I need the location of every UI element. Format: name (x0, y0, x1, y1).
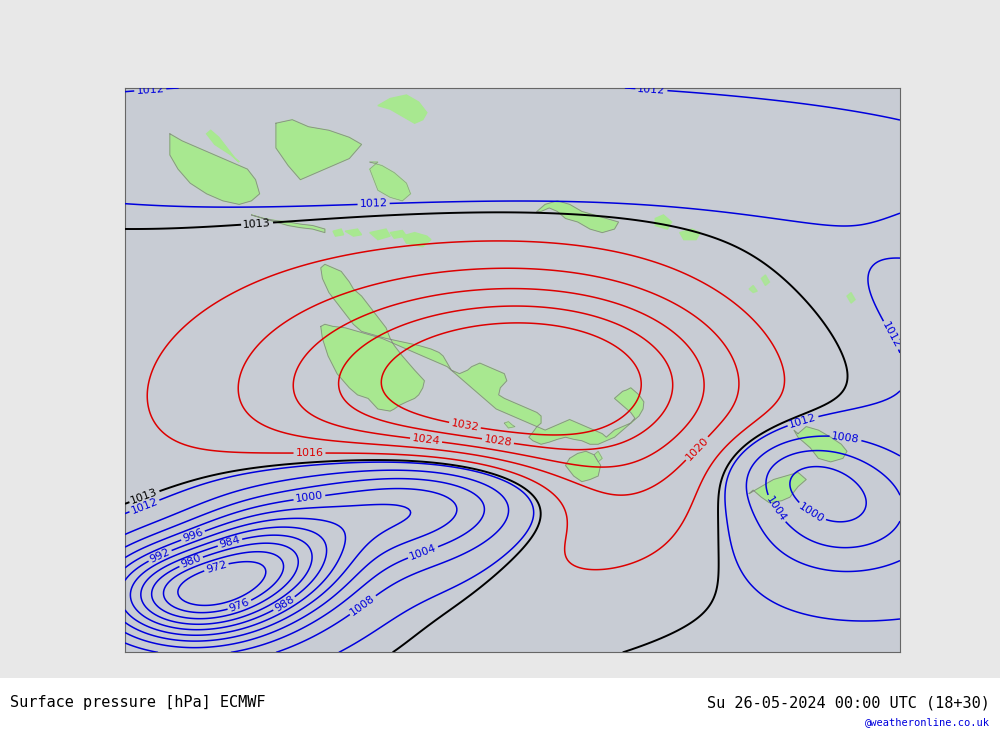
Polygon shape (207, 130, 239, 162)
Text: 1032: 1032 (450, 418, 480, 432)
Text: 1012: 1012 (136, 84, 165, 96)
Text: 1012: 1012 (788, 412, 818, 430)
Polygon shape (333, 229, 344, 236)
Text: Su 26-05-2024 00:00 UTC (18+30): Su 26-05-2024 00:00 UTC (18+30) (707, 696, 990, 710)
Polygon shape (345, 229, 362, 236)
Polygon shape (170, 134, 260, 205)
Polygon shape (655, 215, 672, 229)
Polygon shape (847, 292, 855, 303)
Polygon shape (749, 285, 757, 292)
Text: 1013: 1013 (243, 218, 271, 229)
Polygon shape (680, 229, 700, 240)
Text: 1004: 1004 (764, 495, 788, 523)
Polygon shape (321, 265, 644, 444)
Text: Surface pressure [hPa] ECMWF: Surface pressure [hPa] ECMWF (10, 696, 266, 710)
Text: 972: 972 (205, 559, 228, 575)
Polygon shape (251, 215, 325, 232)
Text: 976: 976 (228, 597, 251, 614)
Text: 992: 992 (148, 547, 172, 564)
Text: 1012: 1012 (637, 84, 666, 95)
Polygon shape (276, 119, 362, 180)
Polygon shape (566, 452, 601, 482)
Text: 1020: 1020 (684, 435, 710, 462)
Text: 1012: 1012 (359, 199, 388, 210)
Text: 1008: 1008 (349, 593, 377, 617)
Text: 1013: 1013 (130, 487, 159, 506)
Polygon shape (378, 95, 427, 123)
Polygon shape (761, 275, 769, 285)
Text: 1016: 1016 (296, 448, 324, 458)
Text: 1000: 1000 (797, 501, 826, 524)
Polygon shape (402, 232, 431, 247)
Text: 1024: 1024 (411, 433, 441, 447)
Polygon shape (370, 229, 390, 240)
Polygon shape (594, 452, 602, 462)
Text: 996: 996 (181, 527, 205, 544)
Polygon shape (794, 427, 847, 462)
Text: 1004: 1004 (408, 542, 438, 562)
Text: 1008: 1008 (831, 430, 860, 444)
Text: 1012: 1012 (880, 320, 902, 350)
Polygon shape (504, 421, 515, 428)
Text: 1012: 1012 (130, 496, 159, 516)
Text: 988: 988 (273, 594, 296, 614)
Polygon shape (390, 230, 406, 238)
Polygon shape (749, 473, 806, 503)
Text: 984: 984 (218, 534, 242, 550)
Text: 980: 980 (179, 553, 203, 570)
Text: @weatheronline.co.uk: @weatheronline.co.uk (865, 718, 990, 727)
Text: 1028: 1028 (483, 434, 513, 448)
Polygon shape (537, 201, 619, 232)
Polygon shape (370, 162, 411, 201)
Text: 1000: 1000 (295, 490, 324, 504)
